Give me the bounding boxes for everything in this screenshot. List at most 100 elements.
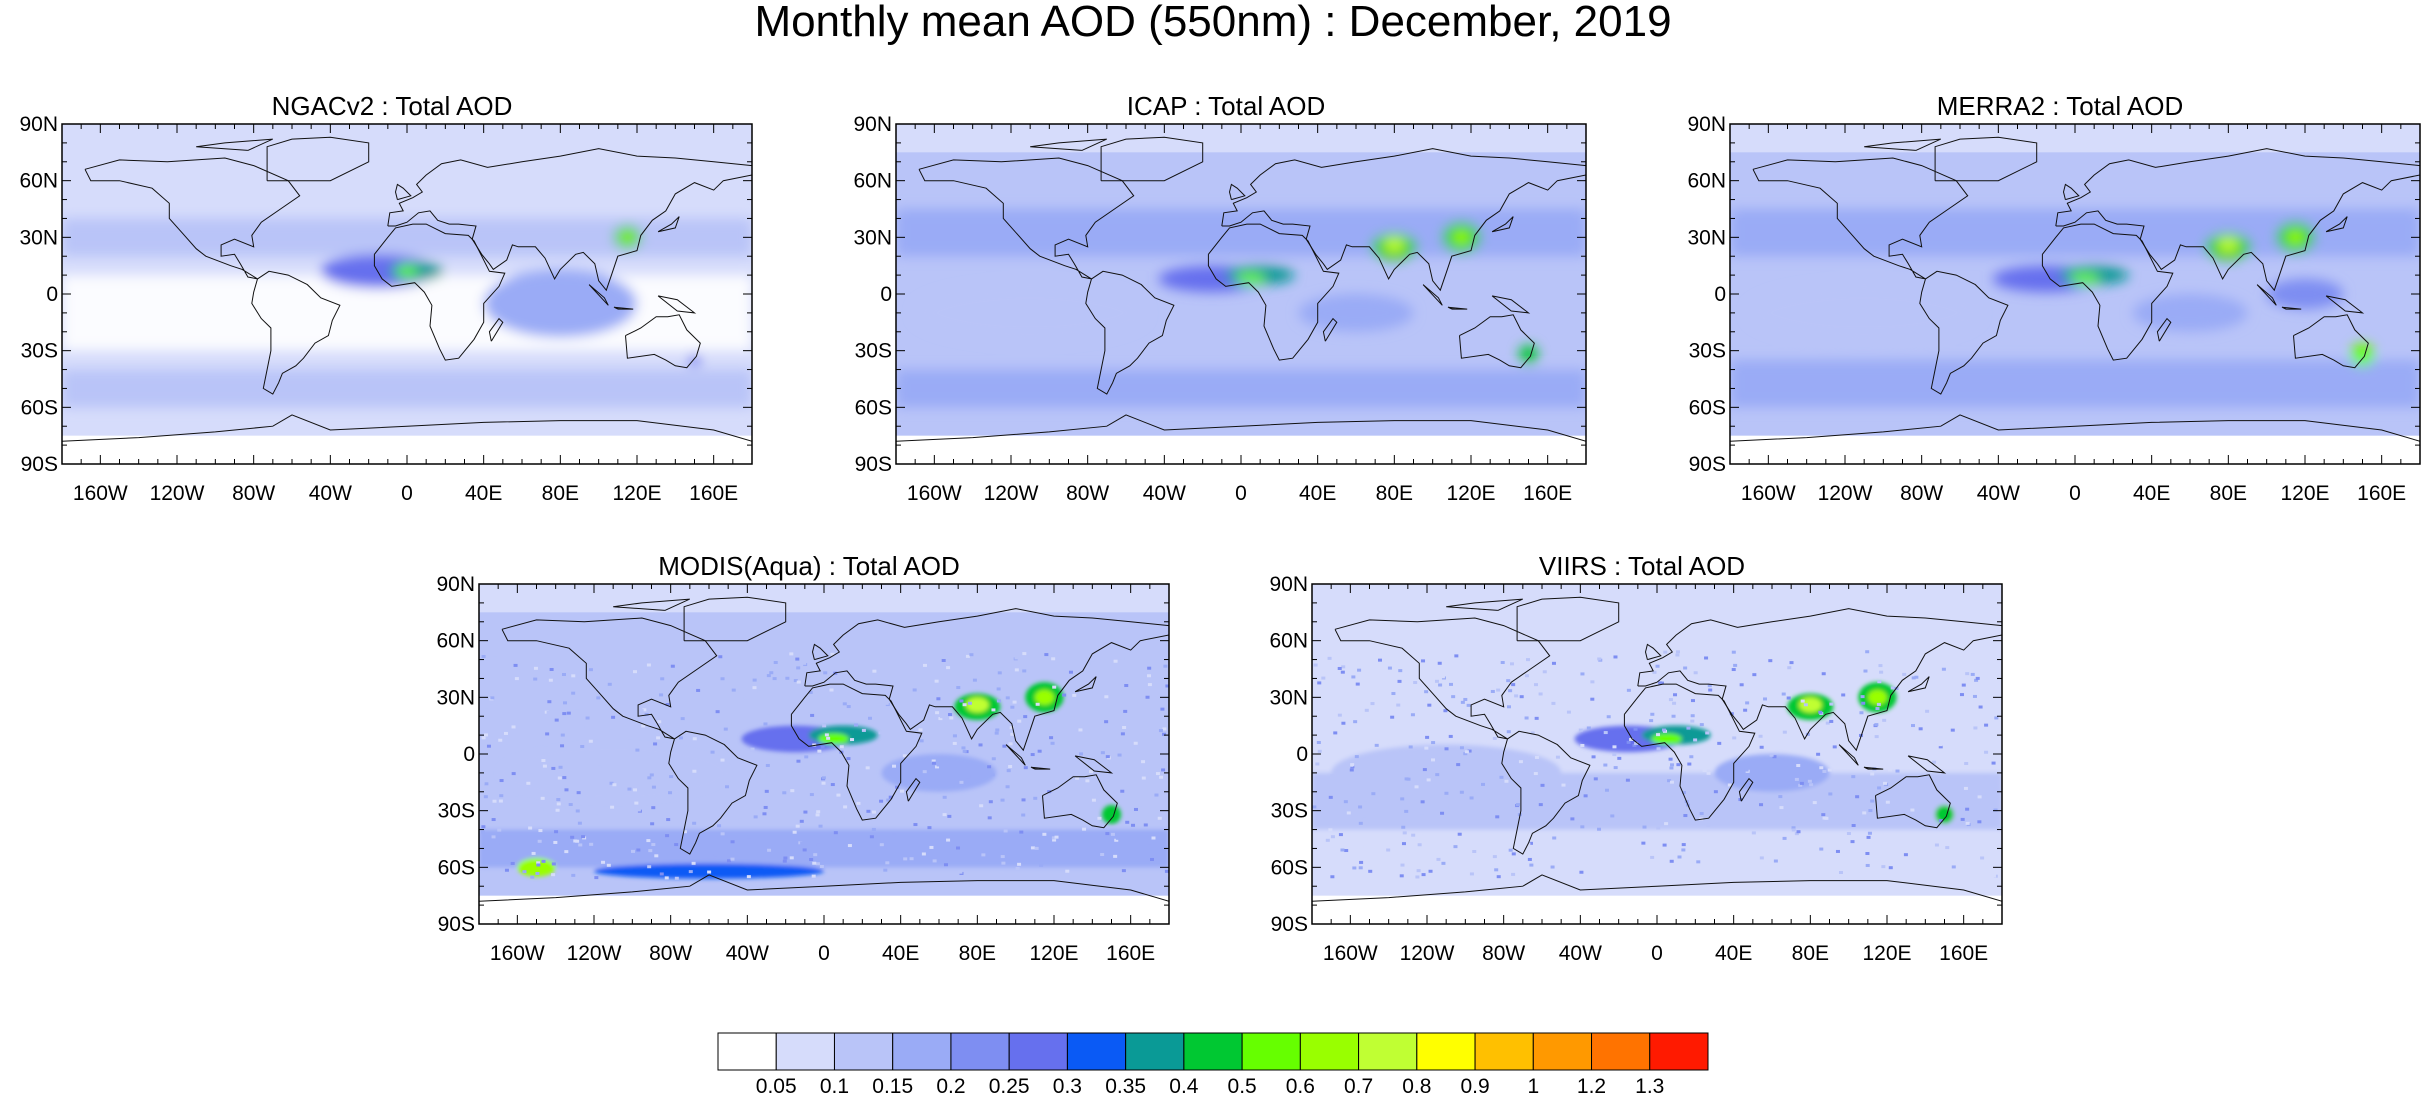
aod-pixel: [1524, 674, 1529, 678]
aod-pixel: [1428, 869, 1433, 873]
aod-pixel: [484, 733, 489, 737]
aod-pixel: [1965, 807, 1970, 811]
aod-pixel: [1427, 703, 1432, 707]
lon-label: 80E: [1792, 942, 1829, 965]
aod-pixel: [1006, 769, 1011, 773]
aod-pixel: [1903, 853, 1908, 857]
aod-pixel: [1049, 736, 1054, 740]
aod-pixel: [1444, 747, 1449, 751]
colorbar-swatch: [1066, 1032, 1127, 1071]
aod-pixel: [513, 663, 518, 667]
aod-pixel: [803, 810, 808, 814]
aod-pixel: [819, 864, 824, 868]
aod-pixel: [651, 843, 656, 847]
aod-pixel: [651, 806, 656, 810]
coastline: [657, 295, 697, 314]
aod-pixel: [1443, 709, 1448, 713]
aod-pixel: [941, 658, 946, 662]
aod-pixel: [1382, 710, 1387, 714]
aod-pixel: [1746, 865, 1751, 869]
aod-pixel: [1852, 677, 1857, 681]
aod-pixel: [1898, 703, 1903, 707]
aod-pixel: [1117, 753, 1122, 757]
aod-pixel: [1983, 776, 1988, 780]
coastline: [905, 777, 921, 802]
aod-plume: [881, 754, 997, 792]
aod-pixel: [827, 695, 832, 699]
aod-pixel: [1526, 658, 1531, 662]
aod-pixel: [570, 835, 575, 839]
aod-pixel: [1739, 683, 1744, 687]
aod-pixel: [1123, 709, 1128, 713]
aod-pixel: [1603, 763, 1608, 767]
aod-pixel: [597, 765, 602, 769]
aod-pixel: [528, 826, 533, 830]
aod-plume: [1034, 689, 1054, 705]
colorbar-swatch: [1532, 1032, 1593, 1071]
aod-pixel: [922, 663, 927, 667]
aod-pixel: [793, 679, 798, 683]
aod-pixel: [1104, 757, 1109, 761]
aod-pixel: [1584, 851, 1589, 855]
aod-pixel: [1680, 812, 1685, 816]
aod-pixel: [555, 808, 560, 812]
aod-pixel: [861, 728, 866, 732]
aod-pixel: [636, 808, 641, 812]
aod-pixel: [1744, 768, 1749, 772]
aod-pixel: [1818, 710, 1823, 714]
aod-pixel: [1704, 656, 1709, 660]
aod-pixel: [1938, 819, 1943, 823]
lon-label: 160E: [1106, 942, 1155, 965]
aod-pixel: [956, 846, 961, 850]
aod-pixel: [796, 759, 801, 763]
coastlines: [1312, 596, 2002, 902]
aod-pixel: [1362, 817, 1367, 821]
aod-pixel: [909, 857, 914, 861]
coastline: [1221, 148, 1586, 292]
lat-label: 30S: [1271, 800, 1308, 823]
aod-band: [896, 369, 1586, 408]
aod-pixel: [1693, 738, 1698, 742]
aod-pixel: [1812, 808, 1817, 812]
aod-pixel: [795, 824, 800, 828]
aod-pixel: [1672, 701, 1677, 705]
lat-label: 30N: [19, 226, 58, 249]
lon-label: 160E: [1939, 942, 1988, 965]
aod-pixel: [1416, 869, 1421, 873]
aod-pixel: [1576, 664, 1581, 668]
aod-pixel: [1492, 855, 1497, 859]
aod-pixel: [1888, 866, 1893, 870]
aod-pixel: [1865, 852, 1870, 856]
aod-pixel: [867, 716, 872, 720]
aod-pixel: [1782, 836, 1787, 840]
aod-pixel: [607, 682, 612, 686]
lon-label: 0: [818, 942, 830, 965]
aod-pixel: [1312, 805, 1317, 809]
aod-pixel: [1593, 777, 1598, 781]
aod-pixel: [1683, 814, 1688, 818]
aod-pixel: [743, 696, 748, 700]
aod-pixel: [1436, 857, 1441, 861]
aod-pixel: [1586, 726, 1591, 730]
coastline: [1446, 598, 1524, 611]
aod-pixel: [1612, 752, 1617, 756]
aod-pixel: [580, 745, 585, 749]
coastline: [588, 284, 609, 306]
aod-pixel: [1028, 799, 1033, 803]
aod-pixel: [829, 688, 834, 692]
aod-pixel: [961, 746, 966, 750]
aod-pixel: [549, 667, 554, 671]
aod-pixel: [551, 873, 556, 877]
aod-pixel: [1838, 810, 1843, 814]
aod-pixel: [611, 715, 616, 719]
lon-label: 0: [1235, 482, 1247, 505]
aod-pixel: [1420, 800, 1425, 804]
aod-pixel: [1591, 755, 1596, 759]
aod-pixel: [763, 722, 768, 726]
aod-pixel: [1981, 792, 1986, 796]
colorbar-swatch: [1008, 1032, 1068, 1071]
aod-pixel: [635, 748, 640, 752]
aod-pixel: [642, 708, 647, 712]
aod-pixel: [1317, 681, 1322, 685]
aod-pixel: [1970, 690, 1975, 694]
